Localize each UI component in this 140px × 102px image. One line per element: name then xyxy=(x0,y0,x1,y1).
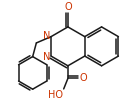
Text: N: N xyxy=(43,52,50,62)
Text: N: N xyxy=(43,31,50,41)
Text: HO: HO xyxy=(48,90,63,100)
Text: O: O xyxy=(64,2,72,12)
Text: O: O xyxy=(79,73,87,83)
